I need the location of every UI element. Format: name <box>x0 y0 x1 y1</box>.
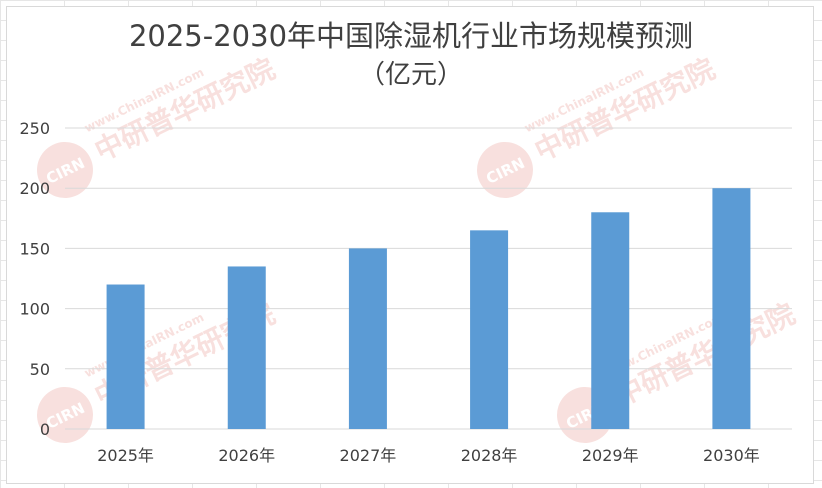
bar <box>470 230 509 429</box>
bar <box>591 212 630 429</box>
y-tick-label: 150 <box>19 239 50 258</box>
x-tick-label: 2029年 <box>582 446 639 465</box>
bars <box>106 188 751 429</box>
chart-title: 2025-2030年中国除湿机行业市场规模预测 <box>128 19 694 53</box>
x-tick-label: 2026年 <box>218 446 275 465</box>
x-tick-label: 2030年 <box>703 446 760 465</box>
y-tick-label: 0 <box>40 420 50 439</box>
watermark-logo-icon <box>37 142 93 198</box>
y-tick-label: 200 <box>19 179 50 198</box>
y-tick-label: 250 <box>19 119 50 138</box>
chart-subtitle: （亿元） <box>358 60 463 90</box>
y-tick-label: 50 <box>30 360 50 379</box>
gridlines <box>65 127 792 430</box>
bar <box>106 284 145 429</box>
bar <box>227 266 266 429</box>
watermark-logo-icon <box>477 142 533 198</box>
x-tick-label: 2025年 <box>97 446 154 465</box>
bar <box>348 248 387 429</box>
x-tick-label: 2028年 <box>461 446 518 465</box>
bar <box>712 188 751 429</box>
y-axis-ticks: 0 50 100 150 200 250 <box>19 119 50 439</box>
y-tick-label: 100 <box>19 300 50 319</box>
x-axis-ticks: 2025年 2026年 2027年 2028年 2029年 2030年 <box>97 446 760 465</box>
x-tick-label: 2027年 <box>340 446 397 465</box>
